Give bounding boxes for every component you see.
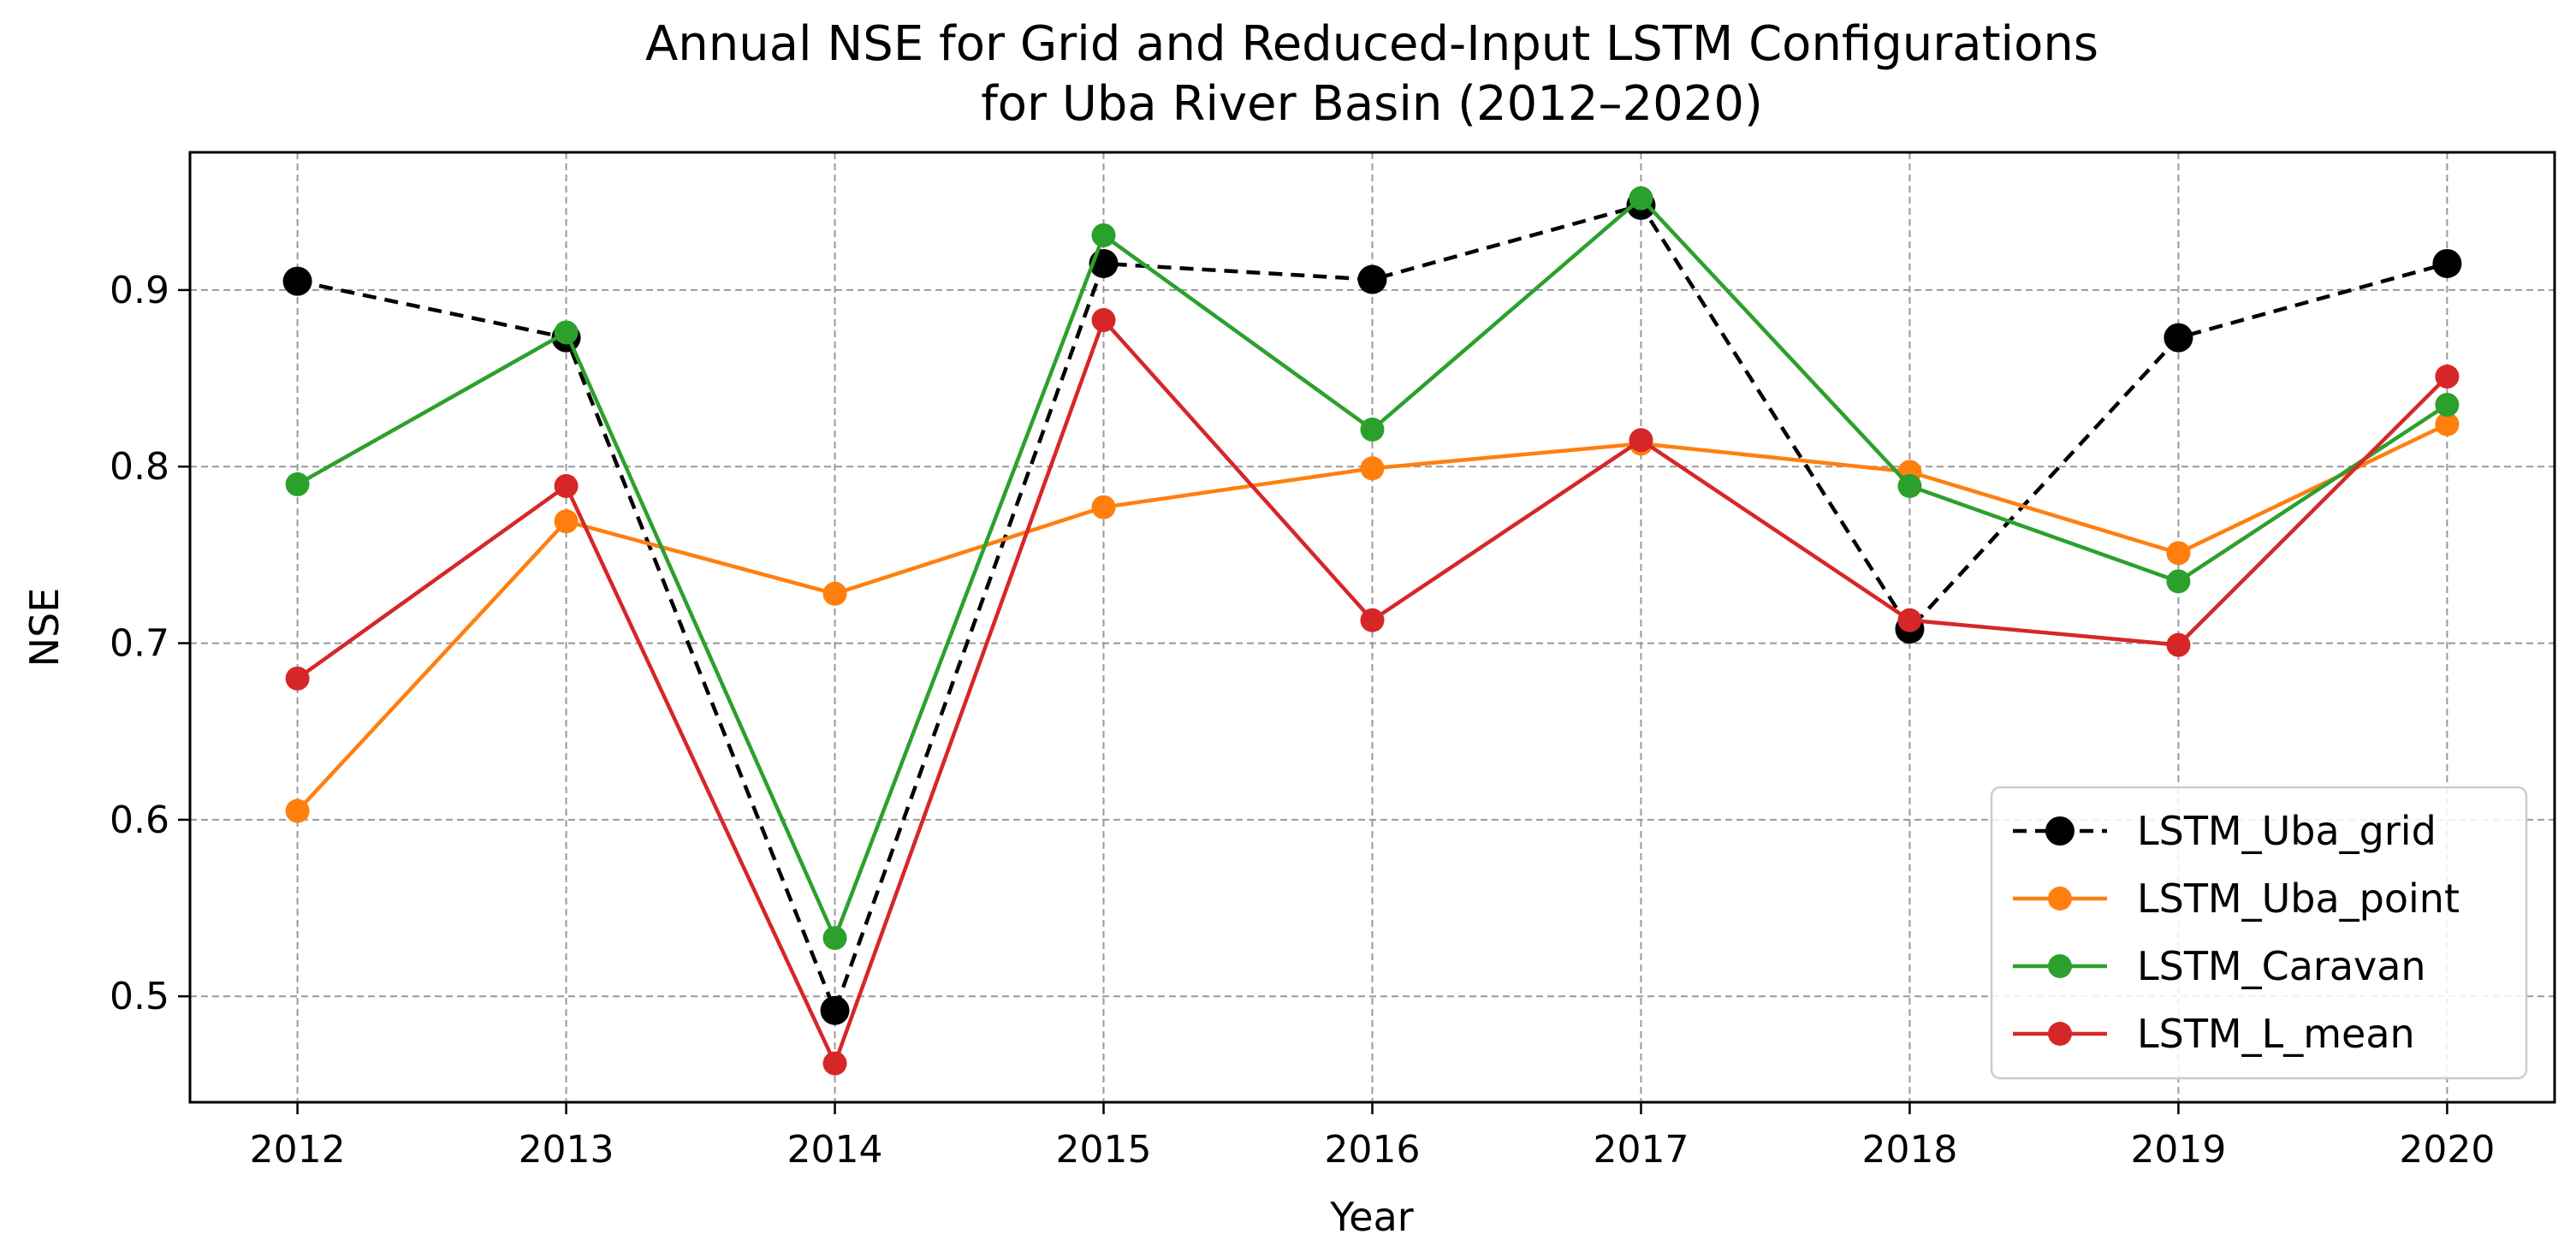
- data-point-lstm-uba-point: [554, 509, 579, 534]
- x-tick-label: 2012: [250, 1128, 346, 1172]
- series-layer: [282, 186, 2462, 1076]
- x-tick-label: 2016: [1325, 1128, 1421, 1172]
- data-point-lstm-uba-point: [285, 798, 310, 823]
- x-tick-label: 2018: [1861, 1128, 1957, 1172]
- data-point-lstm-caravan: [554, 320, 579, 345]
- data-point-lstm-uba-point: [1091, 495, 1116, 519]
- x-tick-label: 2015: [1056, 1128, 1152, 1172]
- data-point-lstm-l-mean: [822, 1051, 847, 1076]
- data-point-lstm-caravan: [1360, 417, 1385, 442]
- x-tick-label: 2013: [519, 1128, 614, 1172]
- y-tick-label: 0.7: [110, 622, 169, 666]
- data-point-lstm-uba-grid: [820, 995, 850, 1025]
- chart-title: Annual NSE for Grid and Reduced-Input LS…: [645, 16, 2098, 72]
- legend-label: LSTM_Uba_point: [2137, 875, 2460, 922]
- data-point-lstm-caravan: [2166, 569, 2191, 594]
- legend-label: LSTM_Uba_grid: [2137, 808, 2437, 854]
- chart-subtitle: for Uba River Basin (2012–2020): [981, 76, 1763, 132]
- data-point-lstm-l-mean: [1629, 428, 1653, 453]
- data-point-lstm-l-mean: [285, 666, 310, 691]
- legend-box: [1990, 786, 2528, 1080]
- y-tick-label: 0.8: [110, 445, 169, 489]
- data-point-lstm-l-mean: [1897, 608, 1922, 632]
- data-point-lstm-l-mean: [2435, 365, 2460, 389]
- data-point-lstm-caravan: [285, 472, 310, 496]
- data-point-lstm-l-mean: [1360, 608, 1385, 632]
- axis-ticks: 2012 2013 2014 2015 2016 2017 2018 2019 2020 0.5 0…: [110, 269, 2495, 1172]
- legend-marker: [2048, 954, 2072, 978]
- data-point-lstm-uba-point: [2166, 541, 2191, 566]
- legend-marker: [2045, 816, 2074, 846]
- data-point-lstm-uba-grid: [282, 266, 312, 296]
- y-tick-label: 0.5: [110, 975, 169, 1018]
- data-point-lstm-caravan: [1897, 473, 1922, 498]
- data-point-lstm-uba-point: [822, 581, 847, 606]
- y-tick-label: 0.9: [110, 269, 169, 312]
- legend-label: LSTM_L_mean: [2137, 1011, 2415, 1057]
- legend-label: LSTM_Caravan: [2137, 943, 2426, 989]
- data-point-lstm-uba-grid: [2432, 248, 2462, 278]
- data-point-lstm-uba-point: [1360, 456, 1385, 481]
- data-point-lstm-caravan: [822, 926, 847, 951]
- legend: LSTM_Uba_grid LSTM_Uba_point LSTM_Caravan L…: [1990, 786, 2528, 1080]
- y-tick-label: 0.6: [110, 798, 169, 842]
- x-tick-label: 2017: [1593, 1128, 1689, 1172]
- x-tick-label: 2014: [787, 1128, 883, 1172]
- y-axis-label: NSE: [21, 588, 68, 668]
- data-point-lstm-caravan: [2435, 393, 2460, 418]
- data-point-lstm-uba-grid: [2163, 323, 2193, 353]
- data-point-lstm-uba-point: [2435, 412, 2460, 436]
- series-line-lstm-uba-grid: [297, 203, 2448, 1012]
- data-point-lstm-caravan: [1091, 223, 1116, 247]
- legend-marker: [2048, 887, 2072, 911]
- legend-marker: [2048, 1022, 2072, 1046]
- data-point-lstm-l-mean: [1091, 308, 1116, 333]
- data-point-lstm-caravan: [1629, 186, 1653, 211]
- x-tick-label: 2019: [2130, 1128, 2226, 1172]
- x-tick-label: 2020: [2399, 1128, 2495, 1172]
- data-point-lstm-l-mean: [2166, 632, 2191, 657]
- data-point-lstm-l-mean: [554, 473, 579, 498]
- data-point-lstm-uba-grid: [1357, 264, 1387, 294]
- x-axis-label: Year: [1329, 1194, 1413, 1240]
